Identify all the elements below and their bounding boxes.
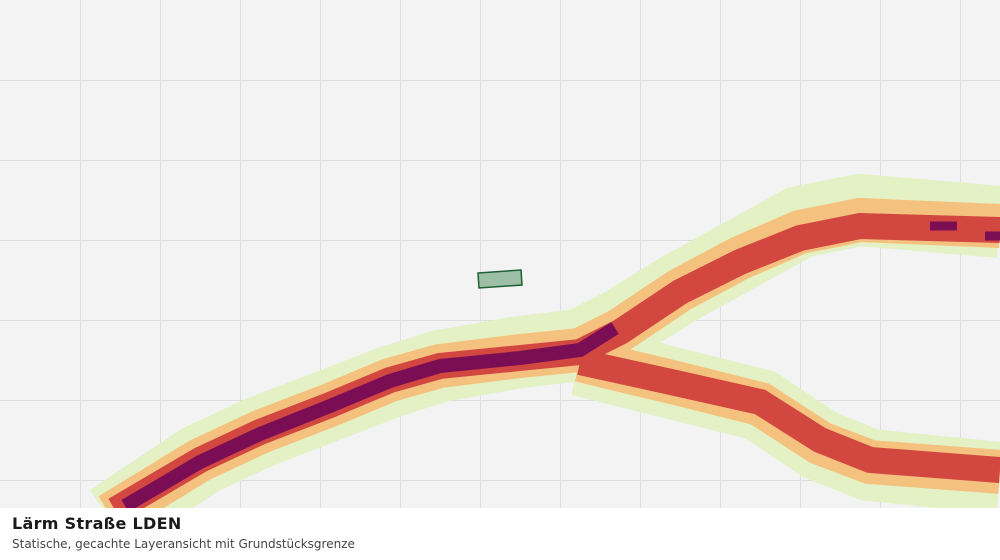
noise-zone-very-high (121, 322, 619, 513)
layer-subtitle: Statische, gecachte Layeransicht mit Gru… (12, 537, 355, 551)
noise-layer (90, 173, 1000, 550)
noise-zone-very-high (930, 221, 1000, 241)
caption-panel: Lärm Straße LDEN Statische, gecachte Lay… (0, 508, 1000, 560)
parcel-boundary[interactable] (477, 269, 523, 289)
layer-title: Lärm Straße LDEN (12, 514, 182, 533)
